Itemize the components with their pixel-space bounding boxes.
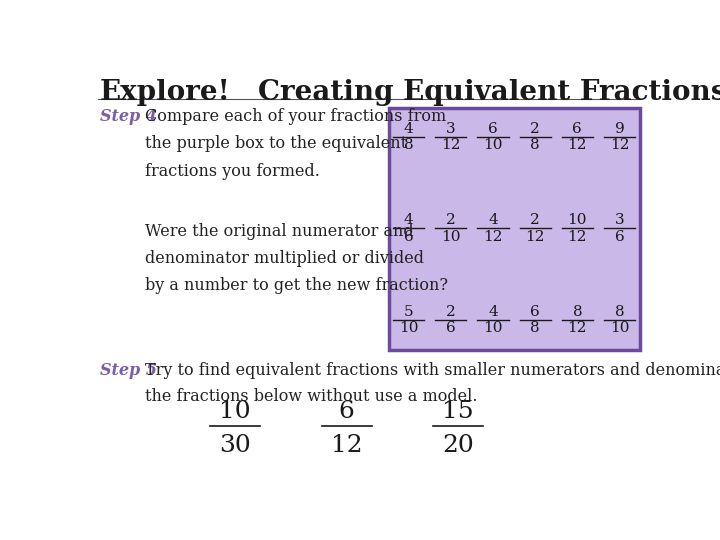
- Text: 10: 10: [483, 138, 503, 152]
- Text: 4: 4: [404, 122, 413, 136]
- Text: 12: 12: [610, 138, 629, 152]
- Text: 30: 30: [219, 434, 251, 457]
- Text: 12: 12: [331, 434, 362, 457]
- Text: 8: 8: [615, 305, 624, 319]
- Text: 12: 12: [526, 230, 545, 244]
- Text: 10: 10: [610, 321, 629, 335]
- Text: 10: 10: [220, 400, 251, 423]
- Text: 8: 8: [404, 138, 413, 152]
- Text: 6: 6: [338, 400, 355, 423]
- Text: 6: 6: [446, 321, 456, 335]
- Text: 12: 12: [567, 230, 587, 244]
- Text: 20: 20: [442, 434, 474, 457]
- Text: fractions you formed.: fractions you formed.: [145, 163, 320, 179]
- Text: 12: 12: [567, 321, 587, 335]
- Text: 4: 4: [404, 213, 413, 227]
- Text: 2: 2: [531, 213, 540, 227]
- Text: Try to find equivalent fractions with smaller numerators and denominators for: Try to find equivalent fractions with sm…: [145, 362, 720, 379]
- Text: 6: 6: [615, 230, 624, 244]
- Text: Step 5: Step 5: [100, 362, 157, 379]
- Text: Were the original numerator and: Were the original numerator and: [145, 223, 413, 240]
- Text: the fractions below without use a model.: the fractions below without use a model.: [145, 388, 477, 405]
- FancyBboxPatch shape: [389, 109, 639, 349]
- Text: 3: 3: [615, 213, 624, 227]
- Text: 6: 6: [531, 305, 540, 319]
- Text: 2: 2: [446, 213, 456, 227]
- Text: 15: 15: [443, 400, 474, 423]
- Text: 10: 10: [483, 321, 503, 335]
- Text: denominator multiplied or divided: denominator multiplied or divided: [145, 250, 423, 267]
- Text: 9: 9: [615, 122, 624, 136]
- Text: 12: 12: [483, 230, 503, 244]
- Text: Explore!: Explore!: [100, 79, 231, 106]
- Text: 10: 10: [441, 230, 461, 244]
- Text: 10: 10: [399, 321, 418, 335]
- Text: Step 4: Step 4: [100, 109, 157, 125]
- Text: 8: 8: [531, 138, 540, 152]
- Text: 2: 2: [531, 122, 540, 136]
- Text: 6: 6: [488, 122, 498, 136]
- Text: by a number to get the new fraction?: by a number to get the new fraction?: [145, 277, 448, 294]
- Text: 12: 12: [441, 138, 461, 152]
- Text: Creating Equivalent Fractions: Creating Equivalent Fractions: [258, 79, 720, 106]
- Text: 10: 10: [567, 213, 587, 227]
- Text: Compare each of your fractions from: Compare each of your fractions from: [145, 109, 446, 125]
- Text: 4: 4: [488, 213, 498, 227]
- Text: 6: 6: [572, 122, 582, 136]
- Text: 8: 8: [572, 305, 582, 319]
- Text: 12: 12: [567, 138, 587, 152]
- Text: 3: 3: [446, 122, 456, 136]
- Text: 4: 4: [488, 305, 498, 319]
- Text: 8: 8: [531, 321, 540, 335]
- Text: the purple box to the equivalent: the purple box to the equivalent: [145, 136, 407, 152]
- Text: 6: 6: [404, 230, 413, 244]
- Text: 5: 5: [404, 305, 413, 319]
- Text: 2: 2: [446, 305, 456, 319]
